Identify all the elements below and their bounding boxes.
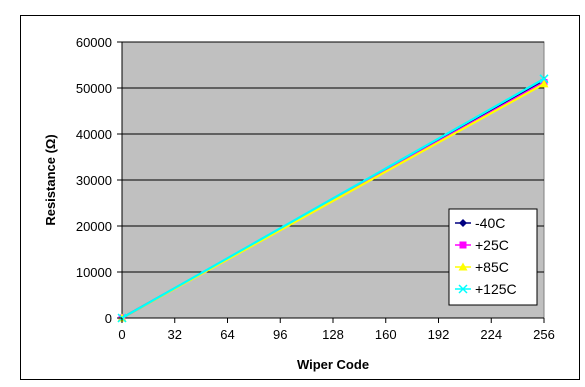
y-axis-ticks: 0 10000 20000 30000 40000 50000 60000: [76, 35, 122, 326]
y-axis-title: Resistance (Ω): [43, 134, 58, 225]
x-axis-ticks: 0 32 64 96 128 160 192 224 256: [118, 318, 555, 342]
y-tick-label: 0: [105, 311, 112, 326]
x-tick-label: 64: [220, 327, 234, 342]
y-tick-label: 10000: [76, 265, 112, 280]
x-tick-label: 256: [533, 327, 555, 342]
x-axis-title: Wiper Code: [297, 357, 369, 372]
legend-marker: [459, 241, 467, 249]
x-tick-label: 160: [375, 327, 397, 342]
y-tick-label: 50000: [76, 81, 112, 96]
legend-label: -40C: [475, 215, 505, 231]
y-tick-label: 20000: [76, 219, 112, 234]
legend-item: +85C: [455, 259, 509, 275]
x-tick-label: 0: [118, 327, 125, 342]
series-point-3: [539, 74, 549, 84]
x-tick-label: 32: [168, 327, 182, 342]
legend-marker: [458, 262, 468, 271]
legend-label: +85C: [475, 259, 509, 275]
series-lines: [117, 74, 549, 323]
legend-item: +25C: [455, 237, 509, 253]
x-tick-label: 192: [428, 327, 450, 342]
series-line-3: [121, 77, 545, 319]
legend-marker: [459, 219, 467, 227]
legend-item: -40C: [455, 215, 505, 231]
legend: -40C +25C +85C +125C: [448, 208, 538, 306]
y-tick-label: 40000: [76, 127, 112, 142]
series-point-2: [539, 79, 549, 88]
legend-item: +125C: [455, 281, 517, 297]
legend-label: +125C: [475, 281, 517, 297]
legend-label: +25C: [475, 237, 509, 253]
y-tick-label: 30000: [76, 173, 112, 188]
x-tick-label: 224: [480, 327, 502, 342]
y-tick-label: 60000: [76, 35, 112, 50]
x-tick-label: 96: [273, 327, 287, 342]
x-tick-label: 128: [322, 327, 344, 342]
legend-marker: [458, 284, 468, 294]
grid-lines: [121, 41, 544, 319]
